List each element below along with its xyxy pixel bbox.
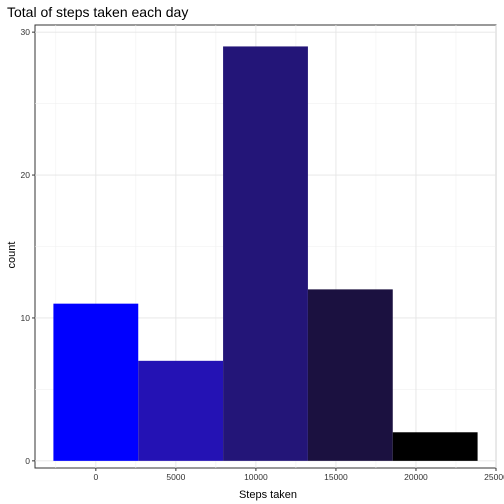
y-axis: 0 10 20 30 (21, 27, 35, 466)
histogram-bars (53, 46, 478, 461)
histogram-bar-3 (223, 46, 308, 461)
y-tick-label: 30 (21, 27, 31, 37)
x-tick-label: 15000 (324, 472, 348, 482)
y-tick-label: 20 (21, 170, 31, 180)
histogram-bar-4 (307, 289, 393, 461)
x-tick-label: 5000 (166, 472, 185, 482)
plot-area (34, 24, 497, 469)
histogram-bar-1 (53, 303, 139, 461)
y-axis-title: count (6, 242, 18, 269)
x-tick-label: 10000 (244, 472, 268, 482)
y-tick-label: 0 (25, 456, 30, 466)
x-axis-title: Steps taken (239, 489, 297, 501)
histogram-bar-5 (392, 432, 478, 461)
histogram-bar-2 (138, 360, 224, 461)
y-tick-label: 10 (21, 313, 31, 323)
x-tick-label: 0 (93, 472, 98, 482)
x-tick-label: 20000 (404, 472, 428, 482)
chart-title: Total of steps taken each day (7, 4, 188, 20)
